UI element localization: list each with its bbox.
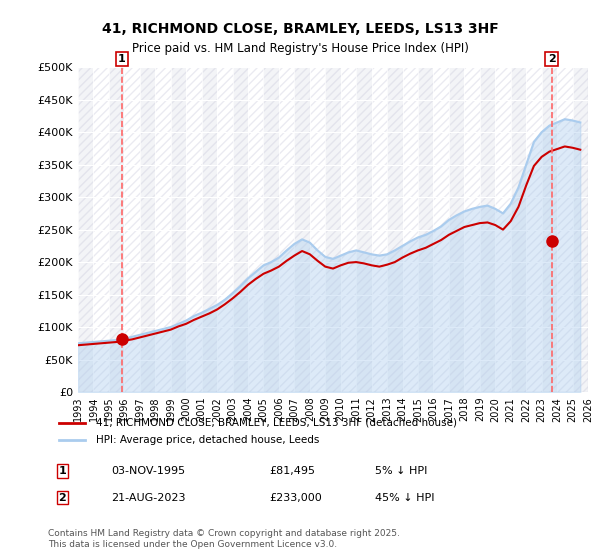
Bar	[202, 67, 217, 392]
Text: 41, RICHMOND CLOSE, BRAMLEY, LEEDS, LS13 3HF: 41, RICHMOND CLOSE, BRAMLEY, LEEDS, LS13…	[101, 22, 499, 36]
Text: £81,495: £81,495	[270, 466, 316, 476]
Bar	[542, 67, 557, 392]
Text: £233,000: £233,000	[270, 493, 323, 503]
Bar	[356, 67, 371, 392]
Text: 1: 1	[118, 54, 126, 64]
Bar	[511, 67, 526, 392]
Text: 45% ↓ HPI: 45% ↓ HPI	[376, 493, 435, 503]
Bar	[449, 67, 464, 392]
Text: HPI: Average price, detached house, Leeds: HPI: Average price, detached house, Leed…	[95, 435, 319, 445]
Bar	[325, 67, 341, 392]
Text: 2: 2	[59, 493, 67, 503]
Text: 41, RICHMOND CLOSE, BRAMLEY, LEEDS, LS13 3HF (detached house): 41, RICHMOND CLOSE, BRAMLEY, LEEDS, LS13…	[95, 418, 457, 428]
Bar	[140, 67, 155, 392]
Bar	[418, 67, 433, 392]
Bar	[572, 67, 588, 392]
Text: 5% ↓ HPI: 5% ↓ HPI	[376, 466, 428, 476]
Text: Contains HM Land Registry data © Crown copyright and database right 2025.
This d: Contains HM Land Registry data © Crown c…	[48, 529, 400, 549]
Bar	[171, 67, 186, 392]
Bar	[387, 67, 403, 392]
Bar	[78, 67, 94, 392]
Text: 1: 1	[59, 466, 67, 476]
Text: Price paid vs. HM Land Registry's House Price Index (HPI): Price paid vs. HM Land Registry's House …	[131, 42, 469, 55]
Bar	[263, 67, 279, 392]
Bar	[233, 67, 248, 392]
Bar	[480, 67, 495, 392]
Bar	[109, 67, 124, 392]
Text: 03-NOV-1995: 03-NOV-1995	[112, 466, 185, 476]
Bar	[295, 67, 310, 392]
Text: 21-AUG-2023: 21-AUG-2023	[112, 493, 186, 503]
Text: 2: 2	[548, 54, 556, 64]
